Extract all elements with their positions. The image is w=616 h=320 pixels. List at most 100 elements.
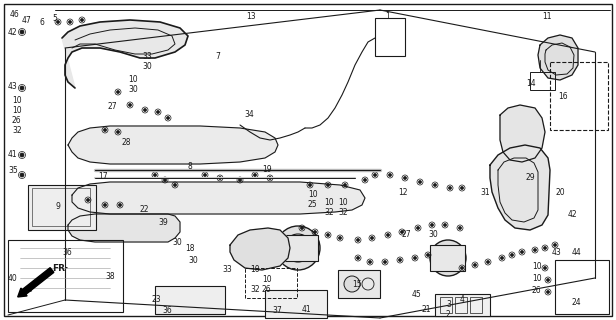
Text: 29: 29 [525,173,535,182]
Circle shape [430,240,466,276]
Text: 14: 14 [526,79,536,88]
Text: 42: 42 [568,210,578,219]
Circle shape [20,86,24,90]
Polygon shape [230,228,290,270]
Circle shape [357,257,360,260]
Text: 10: 10 [250,265,259,274]
Circle shape [461,267,463,269]
Bar [265,290,327,318]
Bar [155,286,225,314]
Text: 41: 41 [8,150,18,159]
Text: 36: 36 [162,306,172,315]
Circle shape [309,183,312,187]
Text: 39: 39 [158,218,168,227]
Circle shape [57,20,60,23]
Text: 10: 10 [262,275,272,284]
Circle shape [373,173,376,177]
Bar [245,268,297,298]
Text: 2: 2 [446,310,451,319]
Circle shape [400,230,403,234]
Circle shape [238,179,241,181]
Text: 10: 10 [12,106,22,115]
Text: 3: 3 [446,300,451,309]
Text: 33: 33 [222,265,232,274]
Circle shape [416,227,419,229]
Text: FR·: FR· [52,264,68,273]
Text: 32: 32 [324,208,334,217]
Text: 34: 34 [244,110,254,119]
Bar [440,297,452,313]
Text: 5: 5 [52,14,57,23]
Text: 35: 35 [8,166,18,175]
Text: 30: 30 [428,230,438,239]
Circle shape [116,131,120,133]
Text: 1: 1 [385,12,390,21]
Bar [8,240,123,312]
Text: 10: 10 [338,198,347,207]
Circle shape [546,291,549,293]
Polygon shape [62,20,188,88]
Polygon shape [500,105,545,162]
Text: 21: 21 [422,305,431,314]
Bar [278,235,318,261]
Text: 26: 26 [532,286,541,295]
Circle shape [68,20,71,23]
Circle shape [314,230,317,234]
Circle shape [86,198,89,202]
Circle shape [144,108,147,111]
Circle shape [403,177,407,180]
Text: 10: 10 [128,75,137,84]
Bar [28,185,96,230]
Circle shape [413,257,416,260]
Text: 47: 47 [22,16,32,25]
Text: 23: 23 [152,295,161,304]
Circle shape [370,236,373,239]
Circle shape [203,173,206,177]
Polygon shape [68,126,278,164]
Circle shape [444,223,447,227]
Circle shape [434,183,437,187]
Text: 30: 30 [172,238,182,247]
Circle shape [458,227,461,229]
Circle shape [276,226,320,270]
Text: 41: 41 [302,305,312,314]
Text: 26: 26 [12,116,22,125]
Text: 43: 43 [8,82,18,91]
Circle shape [166,116,169,119]
Circle shape [326,183,330,187]
Circle shape [20,30,24,34]
Circle shape [543,246,546,250]
Text: 10: 10 [532,274,541,283]
Text: 16: 16 [558,92,567,101]
Circle shape [418,180,421,183]
Circle shape [116,91,120,93]
Circle shape [554,244,556,246]
Bar [530,72,555,90]
Text: 6: 6 [40,18,45,27]
Circle shape [474,263,477,267]
FancyArrow shape [18,268,54,297]
Text: 22: 22 [140,205,150,214]
Text: 24: 24 [572,298,582,307]
Circle shape [156,110,160,114]
Text: 43: 43 [552,248,562,257]
Circle shape [344,183,346,187]
Circle shape [487,260,490,263]
Text: 31: 31 [480,188,490,197]
Text: 30: 30 [142,62,152,71]
Circle shape [20,153,24,157]
Text: 10: 10 [12,96,22,105]
Text: 10: 10 [532,262,541,271]
Text: 9: 9 [55,202,60,211]
Circle shape [174,183,177,187]
Circle shape [543,267,546,269]
Text: 28: 28 [122,138,131,147]
Text: 15: 15 [352,280,362,289]
Circle shape [118,204,121,206]
Text: 27: 27 [402,230,411,239]
Text: 19: 19 [262,165,272,174]
Text: 20: 20 [556,188,565,197]
Text: 7: 7 [215,52,220,61]
Text: 18: 18 [185,244,195,253]
Bar [32,188,90,226]
